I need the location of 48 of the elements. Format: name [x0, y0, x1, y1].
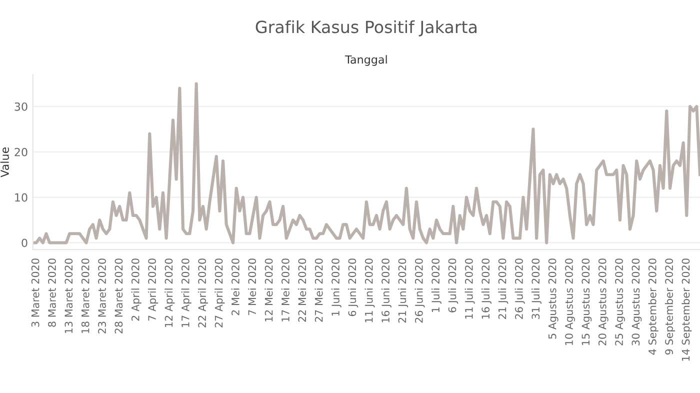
y-tick-label: 30	[14, 102, 28, 111]
x-tick-label: 1 Juli 2020	[431, 258, 442, 312]
x-tick-label: 7 April 2020	[148, 258, 158, 321]
x-tick-label: 26 Juni 2020	[414, 258, 425, 323]
x-tick-label: 22 Mei 2020	[298, 258, 306, 322]
x-tick-label: 11 Juli 2020	[464, 258, 475, 319]
x-tick-label: 4 September 2020	[648, 258, 658, 355]
x-tick-label: 20 Agustus 2020	[598, 258, 608, 346]
y-axis-title: Value	[0, 147, 9, 178]
x-tick-label: 2 Mei 2020	[231, 258, 240, 316]
x-tick-label: 13 Maret 2020	[64, 258, 73, 334]
y-tick-label: 20	[14, 148, 28, 156]
x-axis-title: Tanggal	[345, 55, 387, 66]
x-tick-label: 16 Juli 2020	[481, 258, 492, 319]
x-tick-label: 10 Agustus 2020	[565, 258, 575, 346]
y-tick-label: 10	[15, 193, 28, 202]
x-tick-label: 16 Juni 2020	[381, 258, 392, 322]
x-tick-label: 1 Juni 2020	[331, 258, 342, 316]
line-series	[32, 82, 700, 244]
x-tick-label: 7 Mei 2020	[248, 258, 256, 316]
x-tick-label: 22 April 2020	[198, 258, 208, 328]
x-tick-label: 28 Maret 2020	[114, 258, 123, 334]
x-tick-label: 31 Juli 2020	[532, 258, 542, 319]
x-tick-label: 12 April 2020	[164, 258, 175, 327]
x-tick-label: 5 Agustus 2020	[548, 258, 558, 339]
x-tick-label: 3 Maret 2020	[31, 258, 40, 327]
x-tick-label: 14 September 2020	[682, 258, 692, 361]
x-tick-label: 6 Juni 2020	[348, 258, 358, 316]
x-tick-label: 9 September 2020	[664, 258, 676, 355]
x-tick-label: 17 Mei 2020	[281, 258, 290, 322]
x-tick-label: 21 Juni 2020	[398, 258, 408, 323]
x-tick-label: 25 Agustus 2020	[615, 258, 625, 346]
y-tick-label: 0	[22, 238, 28, 248]
x-tick-label: 26 Juli 2020	[514, 258, 525, 319]
x-tick-label: 18 Maret 2020	[81, 258, 90, 334]
x-tick-label: 11 Juni 2020	[364, 258, 375, 322]
x-tick-label: 21 Juli 2020	[498, 258, 508, 319]
x-tick-label: 6 Juli 2020	[448, 258, 458, 312]
x-tick-label: 23 Maret 2020	[98, 258, 106, 334]
x-tick-label: 27 April 2020	[214, 258, 225, 328]
x-tick-label: 12 Mei 2020	[264, 258, 273, 322]
x-tick-label: 17 April 2020	[181, 258, 192, 327]
x-tick-label: 2 April 2020	[131, 258, 142, 321]
x-tick-label: 27 Mei 2020	[314, 258, 323, 322]
x-tick-label: 8 Maret 2020	[48, 258, 56, 327]
x-tick-label: 30 Agustus 2020	[632, 258, 642, 346]
chart-title: Grafik Kasus Positif Jakarta	[256, 20, 476, 36]
x-tick-label: 15 Agustus 2020	[582, 258, 592, 346]
